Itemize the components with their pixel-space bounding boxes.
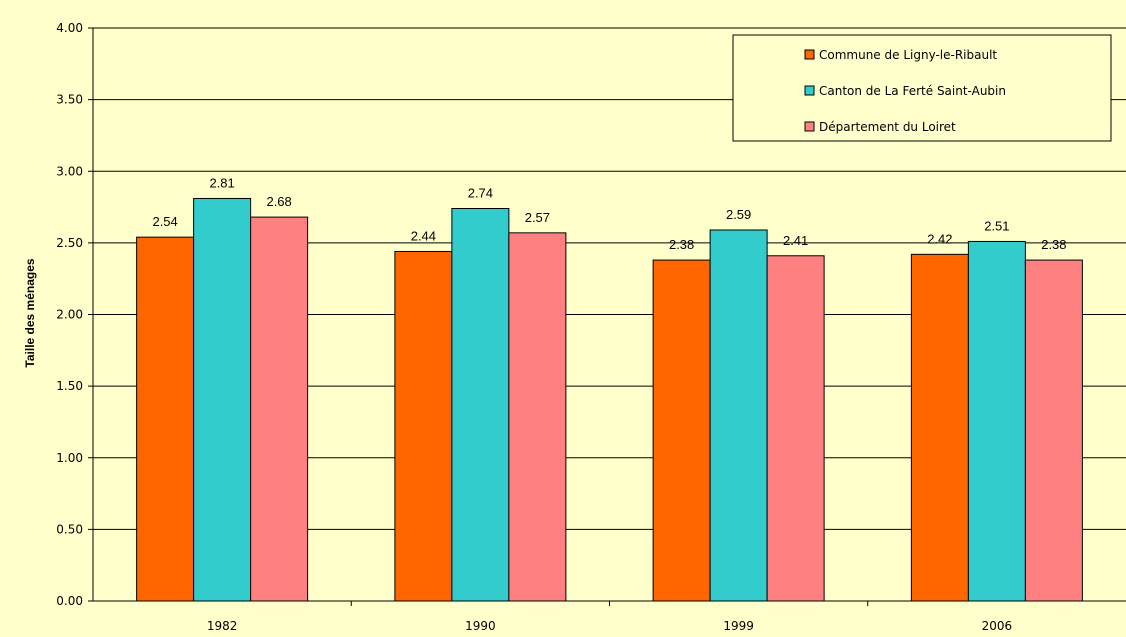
legend: Commune de Ligny-le-Ribault Canton de La … [732, 34, 1112, 142]
legend-swatch [804, 49, 815, 60]
data-label: 2.38 [1041, 237, 1066, 252]
x-tick-label: 1990 [465, 619, 496, 633]
bar [709, 229, 768, 602]
bar [136, 236, 195, 602]
data-label: 2.57 [525, 210, 550, 225]
legend-swatch [804, 85, 815, 96]
y-tick-label: 3.50 [56, 93, 83, 107]
x-tick-label: 1982 [207, 619, 238, 633]
data-label: 2.68 [266, 194, 291, 209]
bar [193, 197, 252, 602]
data-label: 2.44 [411, 228, 436, 243]
data-label: 2.38 [669, 237, 694, 252]
legend-label: Commune de Ligny-le-Ribault [819, 48, 997, 62]
data-labels: 2.54 2.81 2.68 2.44 2.74 2.57 2.38 2.59 2.41 2.42… [152, 175, 1066, 252]
bar [910, 253, 969, 602]
legend-label: Canton de La Ferté Saint-Aubin [819, 84, 1006, 98]
bar [967, 240, 1026, 602]
y-tick-label: 2.00 [56, 308, 83, 322]
bar [508, 232, 567, 602]
y-tick-label: 3.00 [56, 164, 83, 178]
y-axis-title: Taille des ménages [23, 258, 37, 367]
bar [652, 259, 711, 602]
bar [250, 216, 309, 602]
data-label: 2.81 [209, 175, 234, 190]
y-tick-label: 0.00 [56, 594, 83, 608]
data-label: 2.41 [783, 233, 808, 248]
data-label: 2.42 [927, 231, 952, 246]
x-tick-label: 1999 [723, 619, 754, 633]
bars [136, 197, 1083, 602]
bar [766, 255, 825, 602]
y-tick-label: 1.50 [56, 379, 83, 393]
legend-swatch [804, 121, 815, 132]
data-label: 2.59 [726, 207, 751, 222]
bar [394, 250, 453, 602]
bar [451, 207, 510, 602]
y-tick-label: 0.50 [56, 522, 83, 536]
legend-label: Département du Loiret [819, 120, 956, 134]
y-tick-label: 1.00 [56, 451, 83, 465]
legend-box [732, 34, 1112, 142]
y-tick-label: 2.50 [56, 236, 83, 250]
data-label: 2.51 [984, 218, 1009, 233]
bar [1024, 259, 1083, 602]
data-label: 2.74 [468, 185, 493, 200]
y-tick-label: 4.00 [56, 21, 83, 35]
x-tick-label: 2006 [982, 619, 1013, 633]
data-label: 2.54 [152, 214, 177, 229]
axes: 0.00 0.50 1.00 1.50 2.00 2.50 3.00 3.50 4.00 1982… [56, 21, 1126, 633]
